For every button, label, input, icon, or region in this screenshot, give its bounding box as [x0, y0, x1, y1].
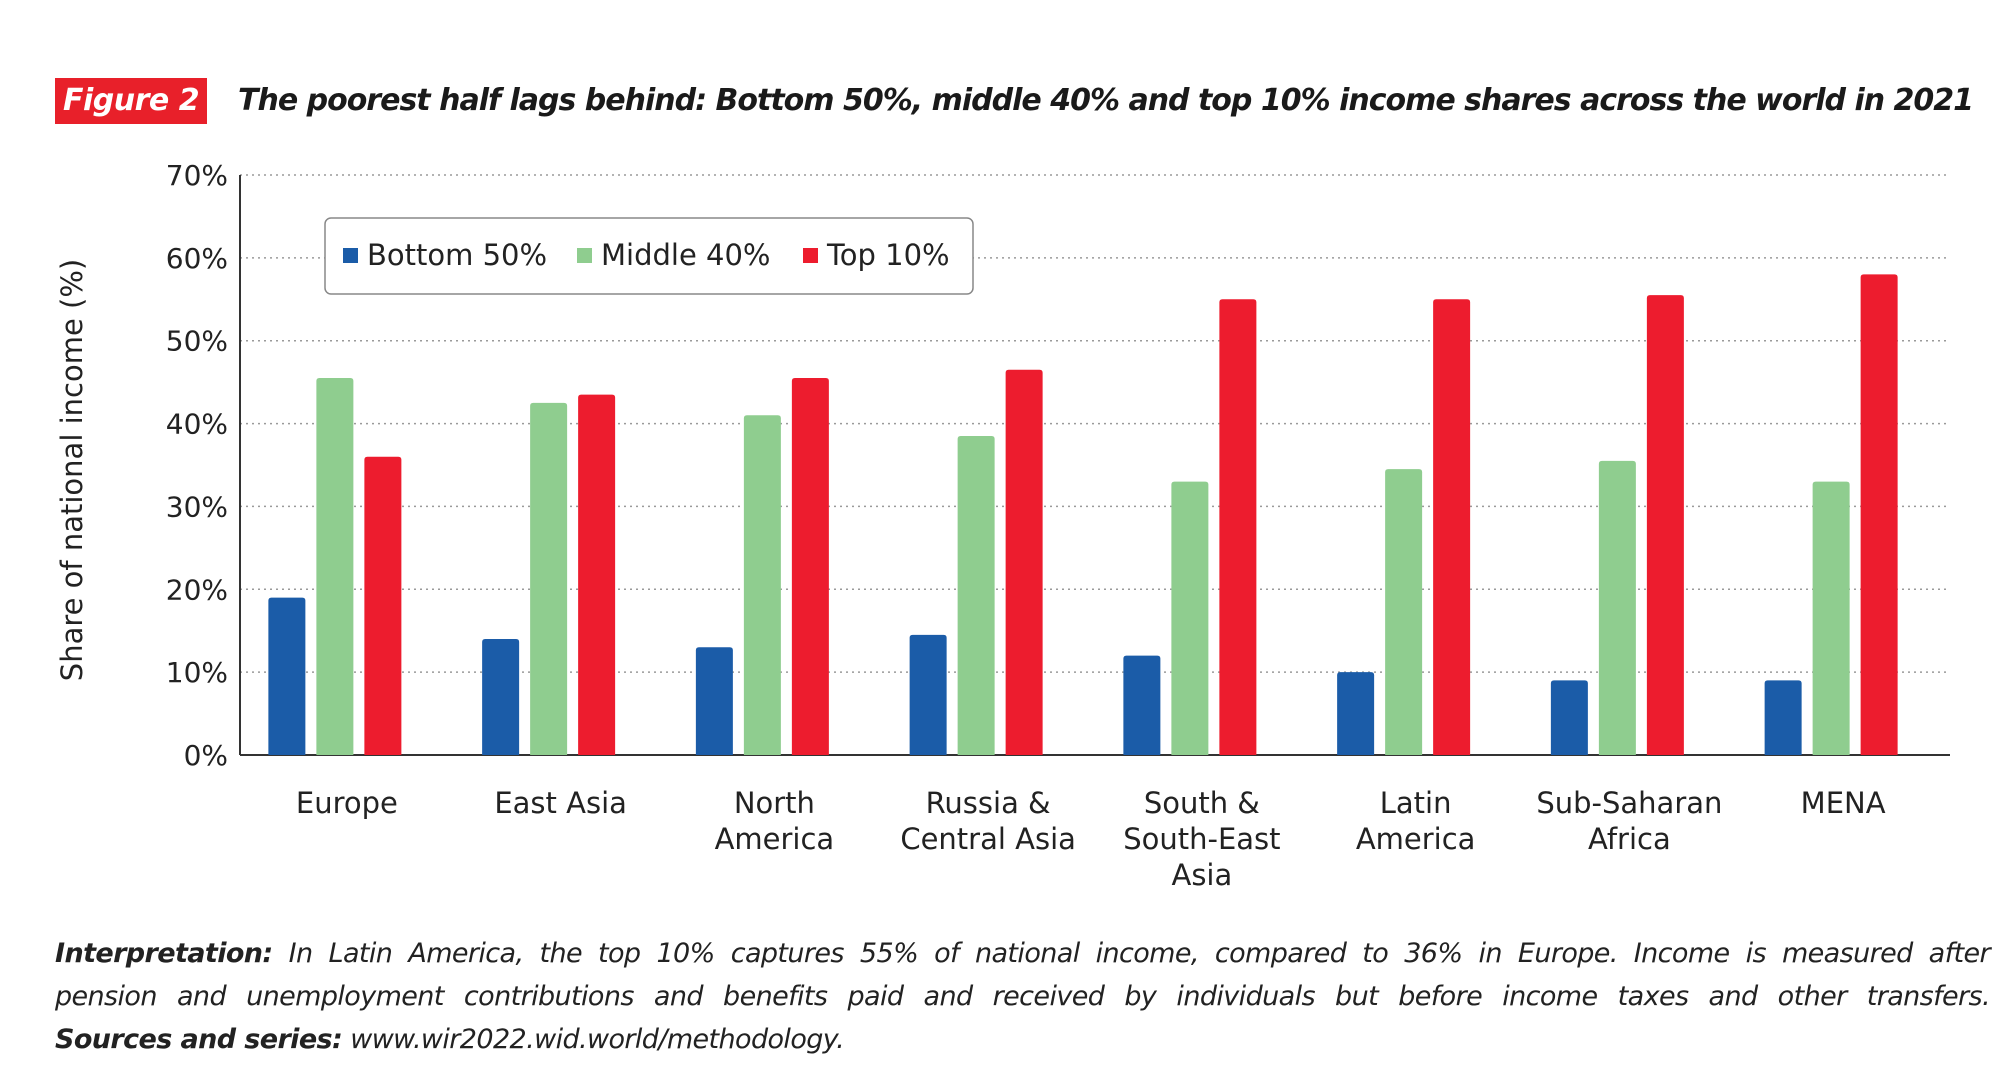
x-tick-label: Sub-Saharan — [1536, 786, 1722, 820]
interpretation-line-2: pension and unemployment contributions a… — [55, 975, 1991, 1018]
legend-swatch — [803, 248, 818, 263]
bar-top-10 — [1219, 299, 1257, 755]
sources-line: Sources and series: www.wir2022.wid.worl… — [55, 1018, 1990, 1061]
bar-chart: 0% 10% 20% 30% 40% 50% 60% 70% Share of national… — [55, 159, 1950, 892]
bar-top-10 — [1005, 369, 1043, 755]
bar-bottom-50 — [909, 634, 947, 755]
y-tick-label: 30% — [166, 490, 228, 523]
bar-bottom-50 — [268, 597, 306, 755]
bar-top-10 — [578, 394, 616, 755]
y-tick-label: 20% — [166, 573, 228, 606]
y-tick-label: 10% — [166, 656, 228, 689]
bar-bottom-50 — [1337, 672, 1375, 755]
bar-middle-40 — [957, 436, 995, 755]
interpretation-text-2: pension and unemployment contributions a… — [55, 981, 1991, 1012]
bar-middle-40 — [316, 378, 354, 755]
x-tick-label: Europe — [296, 786, 398, 820]
bar-top-10 — [1646, 295, 1684, 755]
x-tick-label: East Asia — [494, 786, 627, 820]
x-tick-label: Russia & — [926, 786, 1051, 820]
bar-middle-40 — [1385, 469, 1423, 755]
y-axis-label: Share of national income (%) — [55, 259, 89, 681]
figure-title: The poorest half lags behind: Bottom 50%… — [238, 83, 1974, 118]
bar-middle-40 — [1171, 481, 1209, 755]
interpretation-label: Interpretation: — [55, 938, 273, 969]
y-tick-label: 40% — [166, 408, 228, 441]
x-tick-label: Central Asia — [900, 822, 1076, 856]
bar-top-10 — [1860, 274, 1898, 755]
x-tick-label: Africa — [1588, 822, 1671, 856]
y-tick-label: 60% — [166, 242, 228, 275]
y-tick-label: 0% — [184, 739, 228, 772]
bar-bottom-50 — [1550, 680, 1588, 755]
x-tick-label: North — [734, 786, 815, 820]
x-tick-label: Asia — [1171, 858, 1232, 892]
x-tick-label: America — [1356, 822, 1476, 856]
bar-bottom-50 — [482, 639, 520, 755]
x-tick-label: South & — [1144, 786, 1260, 820]
bar-top-10 — [1433, 299, 1471, 755]
bar-middle-40 — [743, 415, 781, 755]
legend-label: Bottom 50% — [367, 238, 547, 272]
figure-label: Figure 2 — [55, 78, 208, 124]
legend-swatch — [343, 248, 358, 263]
bar-bottom-50 — [1764, 680, 1802, 755]
x-tick-label: America — [715, 822, 835, 856]
bar-middle-40 — [530, 402, 568, 755]
legend-label: Top 10% — [826, 238, 950, 272]
legend-box — [324, 217, 974, 295]
legend-swatch — [577, 248, 592, 263]
bar-top-10 — [364, 456, 402, 755]
sources-label: Sources and series: — [55, 1024, 343, 1055]
bar-top-10 — [791, 378, 829, 755]
y-tick-label: 70% — [166, 159, 228, 192]
bar-middle-40 — [1598, 460, 1636, 755]
x-tick-label: South-East — [1123, 822, 1280, 856]
x-tick-label: Latin — [1380, 786, 1452, 820]
x-tick-label: MENA — [1801, 786, 1886, 820]
interpretation-text-1: In Latin America, the top 10% captures 5… — [288, 938, 1991, 969]
y-tick-label: 50% — [166, 325, 228, 358]
figure-notes: Interpretation: In Latin America, the to… — [55, 932, 1991, 1061]
interpretation-line-1: Interpretation: In Latin America, the to… — [55, 932, 1991, 975]
legend-label: Middle 40% — [601, 238, 770, 272]
bar-middle-40 — [1812, 481, 1850, 755]
bar-bottom-50 — [1123, 655, 1161, 755]
bar-bottom-50 — [695, 647, 733, 755]
sources-text: www.wir2022.wid.world/methodology. — [350, 1024, 845, 1055]
